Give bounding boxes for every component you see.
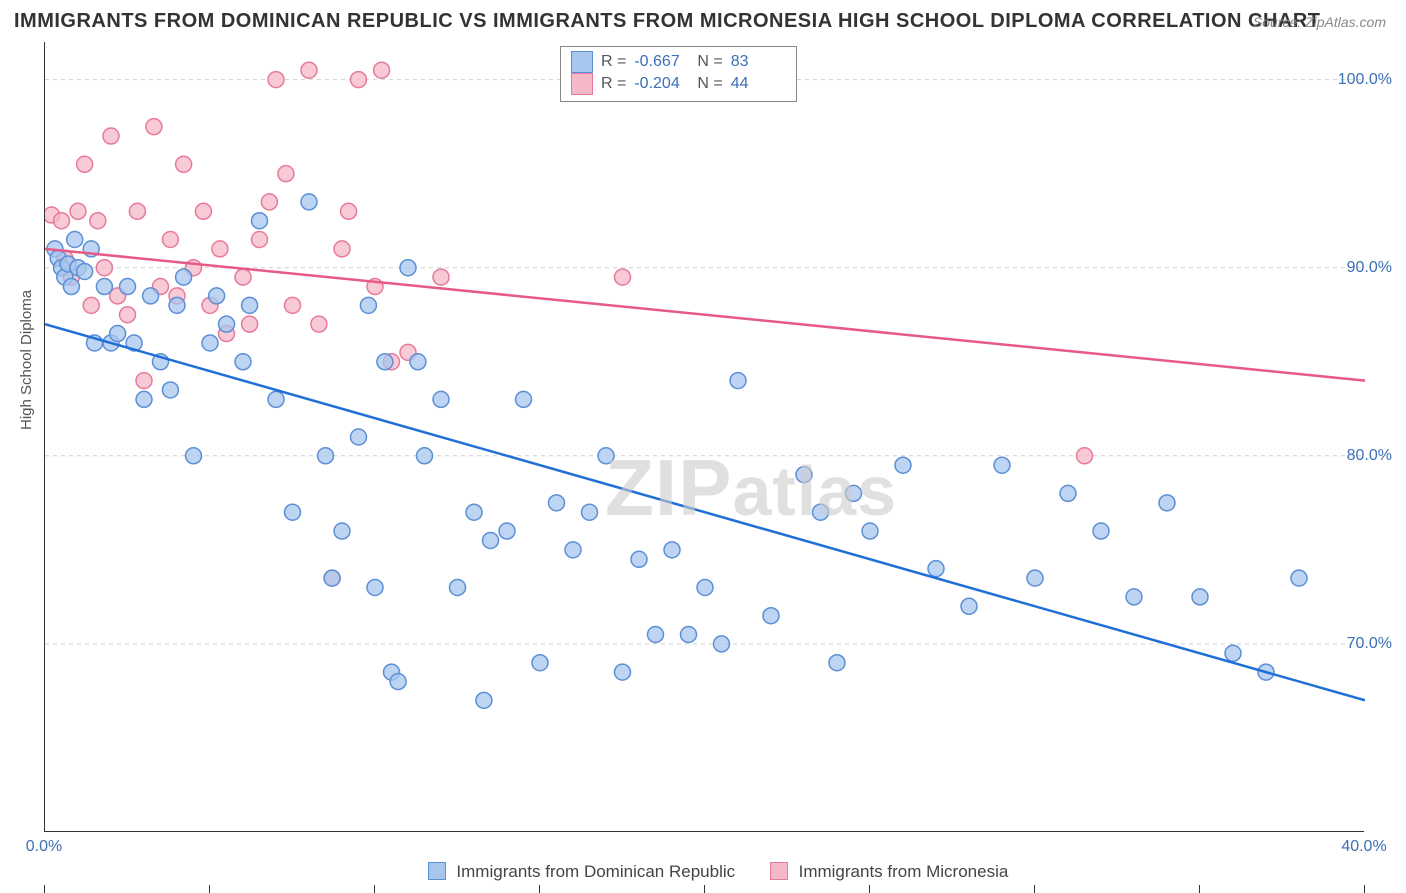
chart-area: ZIPatlas <box>44 42 1364 832</box>
n-value-micronesia: 44 <box>731 75 786 93</box>
n-value-dominican: 83 <box>731 53 786 71</box>
chart-title: IMMIGRANTS FROM DOMINICAN REPUBLIC VS IM… <box>14 10 1321 33</box>
stats-legend: R = -0.667 N = 83 R = -0.204 N = 44 <box>560 46 797 102</box>
r-value-micronesia: -0.204 <box>634 75 689 93</box>
y-tick-label: 80.0% <box>1347 447 1392 465</box>
footer-legend: Immigrants from Dominican Republic Immig… <box>0 862 1406 882</box>
r-label: R = <box>601 53 626 71</box>
r-value-dominican: -0.667 <box>634 53 689 71</box>
source-attribution: Source: ZipAtlas.com <box>1253 14 1386 30</box>
swatch-dominican <box>428 862 446 880</box>
swatch-micronesia <box>571 73 593 95</box>
y-tick-label: 90.0% <box>1347 259 1392 277</box>
x-tick-label: 0.0% <box>26 838 62 856</box>
n-label: N = <box>697 75 722 93</box>
stats-row-micronesia: R = -0.204 N = 44 <box>571 73 786 95</box>
swatch-micronesia <box>770 862 788 880</box>
y-tick-label: 100.0% <box>1338 71 1392 89</box>
x-tick-label: 40.0% <box>1341 838 1386 856</box>
y-axis-label: High School Diploma <box>18 290 35 430</box>
stats-row-dominican: R = -0.667 N = 83 <box>571 51 786 73</box>
scatter-plot <box>45 42 1365 832</box>
legend-label-micronesia: Immigrants from Micronesia <box>799 862 1009 881</box>
y-tick-label: 70.0% <box>1347 635 1392 653</box>
legend-label-dominican: Immigrants from Dominican Republic <box>456 862 735 881</box>
swatch-dominican <box>571 51 593 73</box>
r-label: R = <box>601 75 626 93</box>
n-label: N = <box>697 53 722 71</box>
